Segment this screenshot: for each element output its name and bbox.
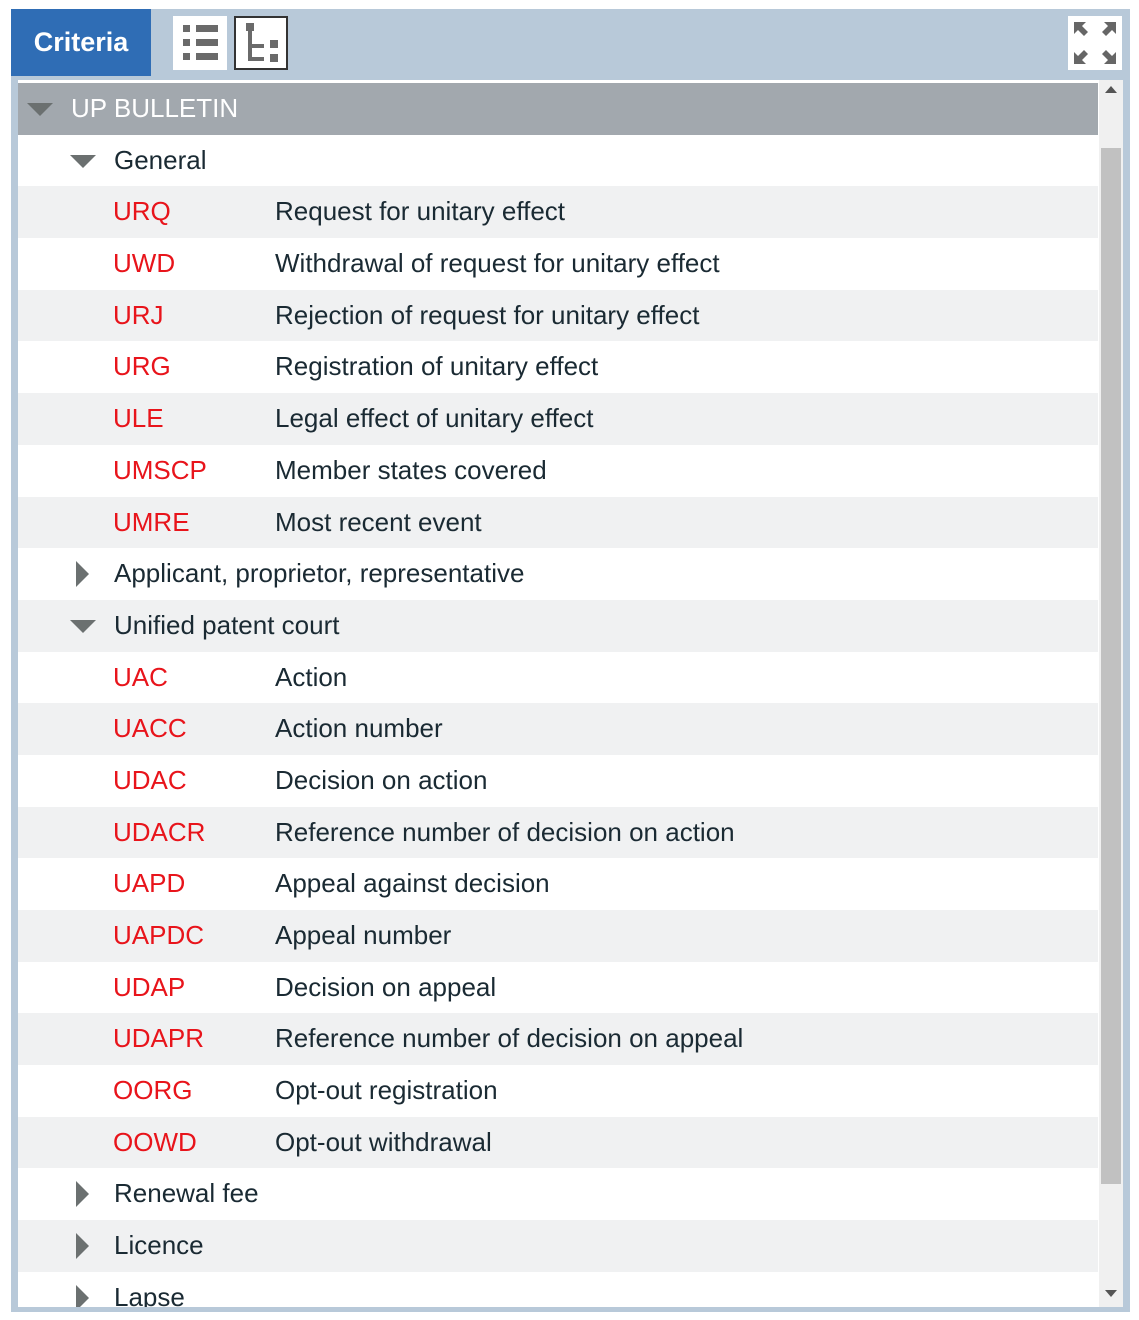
- tree-view-button[interactable]: [234, 16, 288, 70]
- item-code: OORG: [113, 1065, 192, 1117]
- item-description: Legal effect of unitary effect: [275, 393, 593, 445]
- item-description: Withdrawal of request for unitary effect: [275, 238, 720, 290]
- item-description: Appeal against decision: [275, 858, 550, 910]
- item-code: UDAC: [113, 755, 187, 807]
- root-label: UP BULLETIN: [71, 83, 238, 135]
- item-code: UAC: [113, 652, 168, 704]
- expand-button[interactable]: [1068, 16, 1122, 70]
- item-description: Request for unitary effect: [275, 186, 565, 238]
- tree-group[interactable]: Applicant, proprietor, representative: [18, 548, 1098, 600]
- item-code: URG: [113, 341, 171, 393]
- item-code: UMSCP: [113, 445, 207, 497]
- criteria-tab[interactable]: Criteria: [11, 9, 151, 76]
- scroll-up-arrow-icon[interactable]: [1105, 86, 1117, 93]
- group-label: Licence: [114, 1220, 204, 1272]
- expand-triangle-icon[interactable]: [76, 1181, 89, 1207]
- item-description: Decision on appeal: [275, 962, 496, 1014]
- collapse-triangle-icon[interactable]: [70, 155, 96, 168]
- item-description: Registration of unitary effect: [275, 341, 598, 393]
- item-code: UAPD: [113, 858, 185, 910]
- tree-item[interactable]: ULE Legal effect of unitary effect: [18, 393, 1098, 445]
- item-description: Opt-out withdrawal: [275, 1117, 492, 1169]
- item-description: Member states covered: [275, 445, 547, 497]
- item-code: UDAPR: [113, 1013, 204, 1065]
- tree-item[interactable]: UDAC Decision on action: [18, 755, 1098, 807]
- item-code: ULE: [113, 393, 164, 445]
- item-code: UACC: [113, 703, 187, 755]
- criteria-panel: Criteria UP BULLETIN GeneralURQ Request f…: [11, 9, 1130, 1312]
- tree-item[interactable]: UDAPR Reference number of decision on app…: [18, 1013, 1098, 1065]
- collapse-triangle-icon[interactable]: [70, 620, 96, 633]
- expand-triangle-icon[interactable]: [76, 1285, 89, 1307]
- tree-item[interactable]: UAPDC Appeal number: [18, 910, 1098, 962]
- panel-header: Criteria: [11, 9, 1130, 76]
- tree-root-up-bulletin[interactable]: UP BULLETIN: [18, 83, 1098, 135]
- item-code: UAPDC: [113, 910, 204, 962]
- item-description: Appeal number: [275, 910, 451, 962]
- item-code: UDAP: [113, 962, 185, 1014]
- item-code: URJ: [113, 290, 164, 342]
- tree-item[interactable]: OOWD Opt-out withdrawal: [18, 1117, 1098, 1169]
- tree-group[interactable]: Unified patent court: [18, 600, 1098, 652]
- tree-item[interactable]: UAC Action: [18, 652, 1098, 704]
- collapse-triangle-icon[interactable]: [27, 103, 53, 116]
- group-label: General: [114, 135, 207, 187]
- expand-triangle-icon[interactable]: [76, 561, 89, 587]
- item-code: OOWD: [113, 1117, 197, 1169]
- vertical-scrollbar[interactable]: [1099, 80, 1123, 1307]
- item-code: URQ: [113, 186, 171, 238]
- scrollbar-thumb[interactable]: [1101, 148, 1121, 1184]
- tree-item[interactable]: UMSCP Member states covered: [18, 445, 1098, 497]
- expand-arrows-icon: [1068, 16, 1122, 70]
- tree-icon: [236, 18, 286, 68]
- tree-group[interactable]: General: [18, 135, 1098, 187]
- tree-group[interactable]: Lapse: [18, 1272, 1098, 1307]
- tree-item[interactable]: UWD Withdrawal of request for unitary eff…: [18, 238, 1098, 290]
- item-description: Rejection of request for unitary effect: [275, 290, 699, 342]
- tree-item[interactable]: URQ Request for unitary effect: [18, 186, 1098, 238]
- tree-item[interactable]: URJ Rejection of request for unitary effe…: [18, 290, 1098, 342]
- list-icon: [173, 16, 227, 70]
- expand-triangle-icon[interactable]: [76, 1233, 89, 1259]
- group-label: Unified patent court: [114, 600, 339, 652]
- item-description: Decision on action: [275, 755, 487, 807]
- group-label: Lapse: [114, 1272, 185, 1307]
- tree-item[interactable]: UDAP Decision on appeal: [18, 962, 1098, 1014]
- tree-item[interactable]: URG Registration of unitary effect: [18, 341, 1098, 393]
- scroll-down-arrow-icon[interactable]: [1105, 1290, 1117, 1297]
- item-description: Action: [275, 652, 347, 704]
- list-view-button[interactable]: [173, 16, 227, 70]
- tree-item[interactable]: UAPD Appeal against decision: [18, 858, 1098, 910]
- item-description: Reference number of decision on appeal: [275, 1013, 743, 1065]
- tree-item[interactable]: UACC Action number: [18, 703, 1098, 755]
- item-description: Opt-out registration: [275, 1065, 498, 1117]
- tree-item[interactable]: UDACR Reference number of decision on act…: [18, 807, 1098, 859]
- item-code: UMRE: [113, 497, 190, 549]
- tree-group[interactable]: Renewal fee: [18, 1168, 1098, 1220]
- item-code: UDACR: [113, 807, 205, 859]
- group-label: Renewal fee: [114, 1168, 259, 1220]
- tree-item[interactable]: OORG Opt-out registration: [18, 1065, 1098, 1117]
- item-code: UWD: [113, 238, 175, 290]
- tree-item[interactable]: UMRE Most recent event: [18, 497, 1098, 549]
- tree-group[interactable]: Licence: [18, 1220, 1098, 1272]
- criteria-tree: UP BULLETIN GeneralURQ Request for unitar…: [18, 80, 1123, 1307]
- group-label: Applicant, proprietor, representative: [114, 548, 524, 600]
- item-description: Reference number of decision on action: [275, 807, 735, 859]
- item-description: Action number: [275, 703, 443, 755]
- item-description: Most recent event: [275, 497, 482, 549]
